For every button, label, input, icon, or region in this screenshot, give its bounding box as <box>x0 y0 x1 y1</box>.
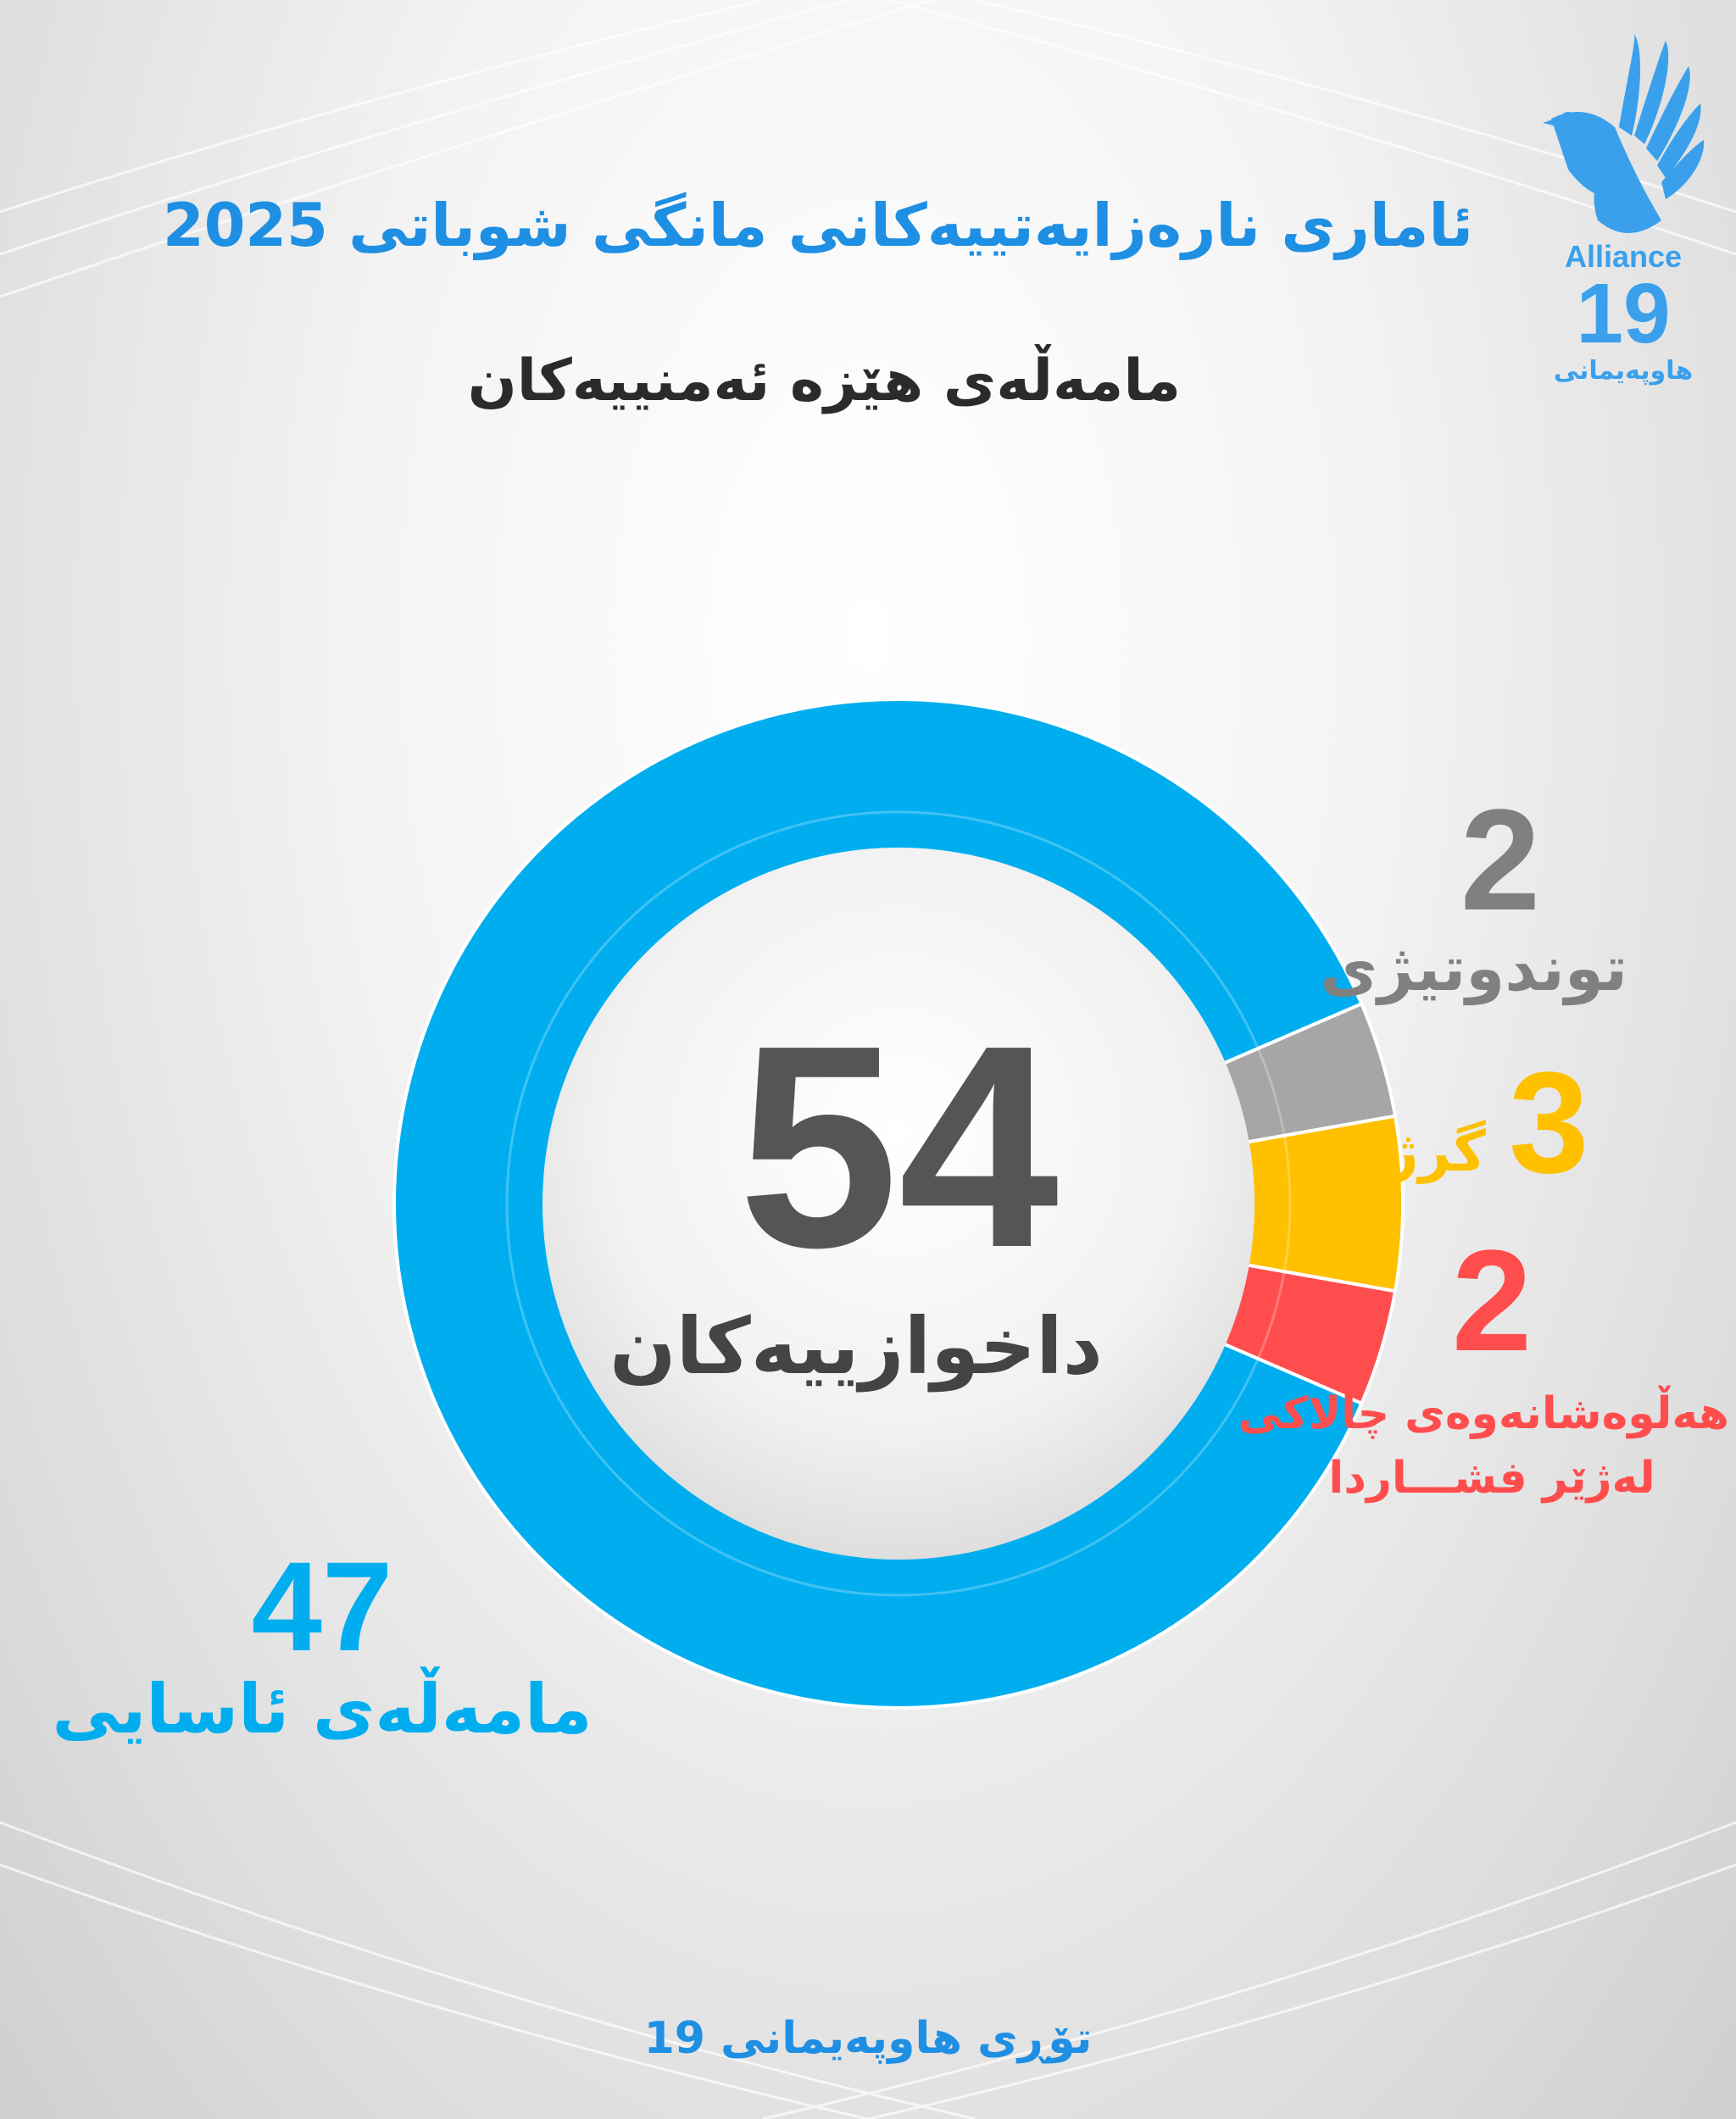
donut-center <box>542 848 1255 1560</box>
value-violence: 2 <box>1460 780 1541 941</box>
logo-number: 19 <box>1576 266 1671 361</box>
value-dispersal: 2 <box>1451 1221 1533 1382</box>
slice-label-normal: 47 مامەڵەی ئاسایی <box>51 1543 593 1749</box>
value-normal: 47 <box>251 1535 393 1677</box>
label-normal: مامەڵەی ئاسایی <box>52 1670 593 1749</box>
slice-label-dispersal: 2 هەڵوەشانەوەی چالاکی لەژێر فشـــاردا <box>1238 1221 1730 1510</box>
label-dispersal-line2: لەژێر فشـــاردا <box>1328 1453 1655 1504</box>
total-label: داخوازییەکان <box>609 1301 1103 1393</box>
page-subtitle: مامەڵەی هێزە ئەمنییەکان <box>467 348 1181 414</box>
label-violence: توندوتیژی <box>1320 932 1628 1005</box>
label-dispersal-line1: هەڵوەشانەوەی چالاکی <box>1238 1388 1730 1439</box>
value-tension: 3 <box>1509 1043 1589 1204</box>
alliance-logo-icon <box>1543 34 1705 233</box>
logo-native-name: هاوپەیمانی <box>1553 356 1694 386</box>
logo-name: Alliance <box>1564 239 1683 274</box>
donut-inner-ring <box>505 810 1292 1597</box>
slice-label-violence: 2 توندوتیژی <box>1320 780 1628 1005</box>
page-title: ئاماری نارەزایەتییەکانی مانگی شوباتی 202… <box>163 191 1473 260</box>
label-tension: گرژی <box>1335 1119 1486 1184</box>
footer-text: تۆڕی هاوپەیمانی 19 <box>643 2013 1093 2064</box>
total-value: 54 <box>738 986 1060 1308</box>
